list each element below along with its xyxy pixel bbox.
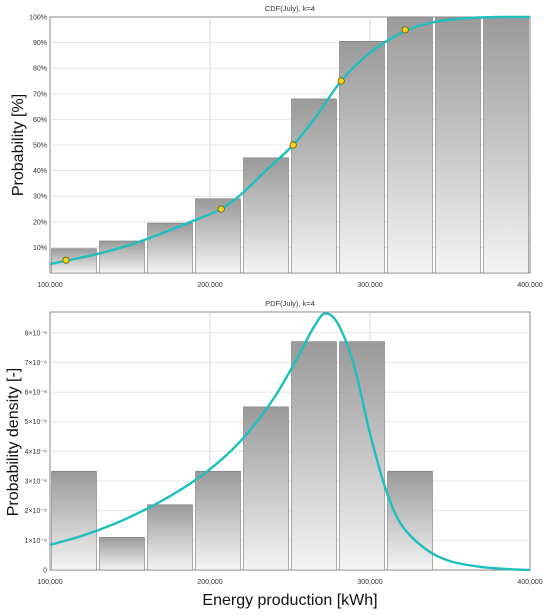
cdf-y-tick-label: 90% [33,40,47,47]
pdf-x-tick-labels: 100,000 200,000 300,000 400,000 [37,579,542,586]
cdf-x-tick-label: 200,000 [197,282,222,289]
pdf-x-tick-label: 200,000 [197,579,222,586]
pdf-y-tick-label: 6×10⁻⁶ [25,390,47,397]
pdf-y-tick-label: 8×10⁻⁶ [25,330,47,337]
cdf-y-axis-label: Probability [%] [10,94,27,196]
cdf-marker-point [217,205,225,213]
pdf-curve-group [49,312,531,572]
cdf-bar [291,98,337,274]
cdf-marker-point [401,26,409,34]
cdf-curve-line [49,15,531,266]
cdf-y-tick-label: 100% [29,15,47,22]
cdf-chart: CDF(July), k=4 10% 20% 30% 40% 50% 60% 70% 80% 9… [10,4,543,289]
pdf-y-tick-label: 7×10⁻⁶ [25,360,47,367]
pdf-bars [51,341,433,571]
pdf-plot-area [49,311,531,571]
cdf-bar [339,41,385,274]
pdf-bar [291,341,337,571]
cdf-marker-point [289,141,297,149]
cdf-x-tick-label: 100,000 [37,282,62,289]
pdf-bar [339,341,385,571]
cdf-bar [51,248,97,274]
pdf-y-axis-label: Probability density [-] [5,368,22,517]
pdf-bar [51,470,97,571]
cdf-title: CDF(July), k=4 [265,4,315,13]
cdf-bars [51,16,529,274]
pdf-bar [99,537,145,571]
pdf-chart: PDF(July), k=4 0 1×10⁻⁶ 2×10⁻⁶ 3×10⁻⁶ 4×10⁻⁶… [5,299,543,609]
pdf-x-tick-label: 400,000 [517,579,542,586]
cdf-marker-point [62,256,70,264]
cdf-y-tick-label: 30% [33,194,47,201]
cdf-y-tick-label: 60% [33,117,47,124]
cdf-x-tick-label: 300,000 [357,282,382,289]
cdf-curve-group [49,15,531,266]
cdf-y-tick-label: 10% [33,245,47,252]
pdf-x-axis-label: Energy production [kWh] [202,592,377,609]
pdf-y-tick-label: 1×10⁻⁶ [25,538,47,545]
pdf-y-tick-label: 5×10⁻⁶ [25,419,47,426]
pdf-y-tick-label: 3×10⁻⁶ [25,479,47,486]
cdf-bar [243,157,289,274]
cdf-marker-point [337,77,345,85]
pdf-title: PDF(July), k=4 [265,299,315,308]
cdf-y-tick-label: 40% [33,168,47,175]
cdf-y-tick-label: 20% [33,219,47,226]
cdf-y-tick-labels: 10% 20% 30% 40% 50% 60% 70% 80% 90% 100% [29,15,47,252]
cdf-bar [99,240,145,274]
pdf-bar [243,406,289,571]
pdf-bar [195,470,241,571]
cdf-markers [62,26,409,264]
pdf-curve-line [49,312,531,572]
cdf-bar [435,16,481,274]
cdf-y-tick-label: 50% [33,143,47,150]
cdf-y-tick-label: 80% [33,66,47,73]
pdf-y-tick-label: 4×10⁻⁶ [25,449,47,456]
cdf-x-tick-labels: 100,000 200,000 300,000 400,000 [37,282,542,289]
pdf-y-tick-labels: 0 1×10⁻⁶ 2×10⁻⁶ 3×10⁻⁶ 4×10⁻⁶ 5×10⁻⁶ 6×10⁻⁶ 7×1… [25,330,47,574]
cdf-bar [387,16,433,274]
pdf-y-tick-label: 2×10⁻⁶ [25,508,47,515]
pdf-x-tick-label: 300,000 [357,579,382,586]
pdf-y-tick-label: 0 [43,568,47,575]
cdf-y-tick-label: 70% [33,91,47,98]
cdf-x-tick-label: 400,000 [517,282,542,289]
pdf-bar [387,470,433,571]
pdf-bar [147,504,193,571]
pdf-x-tick-label: 100,000 [37,579,62,586]
cdf-bar [483,16,529,274]
